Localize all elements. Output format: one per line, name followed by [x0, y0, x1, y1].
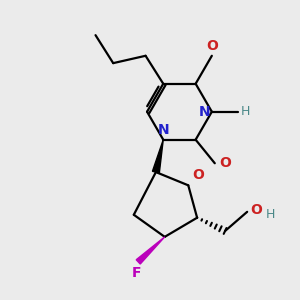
Polygon shape — [136, 237, 165, 264]
Text: O: O — [219, 156, 231, 170]
Text: H: H — [241, 105, 250, 118]
Text: F: F — [132, 266, 142, 280]
Text: O: O — [193, 168, 205, 182]
Text: O: O — [206, 39, 218, 53]
Text: O: O — [251, 203, 262, 218]
Text: N: N — [158, 123, 169, 137]
Polygon shape — [152, 140, 163, 173]
Text: N: N — [199, 105, 210, 119]
Text: H: H — [266, 208, 275, 221]
